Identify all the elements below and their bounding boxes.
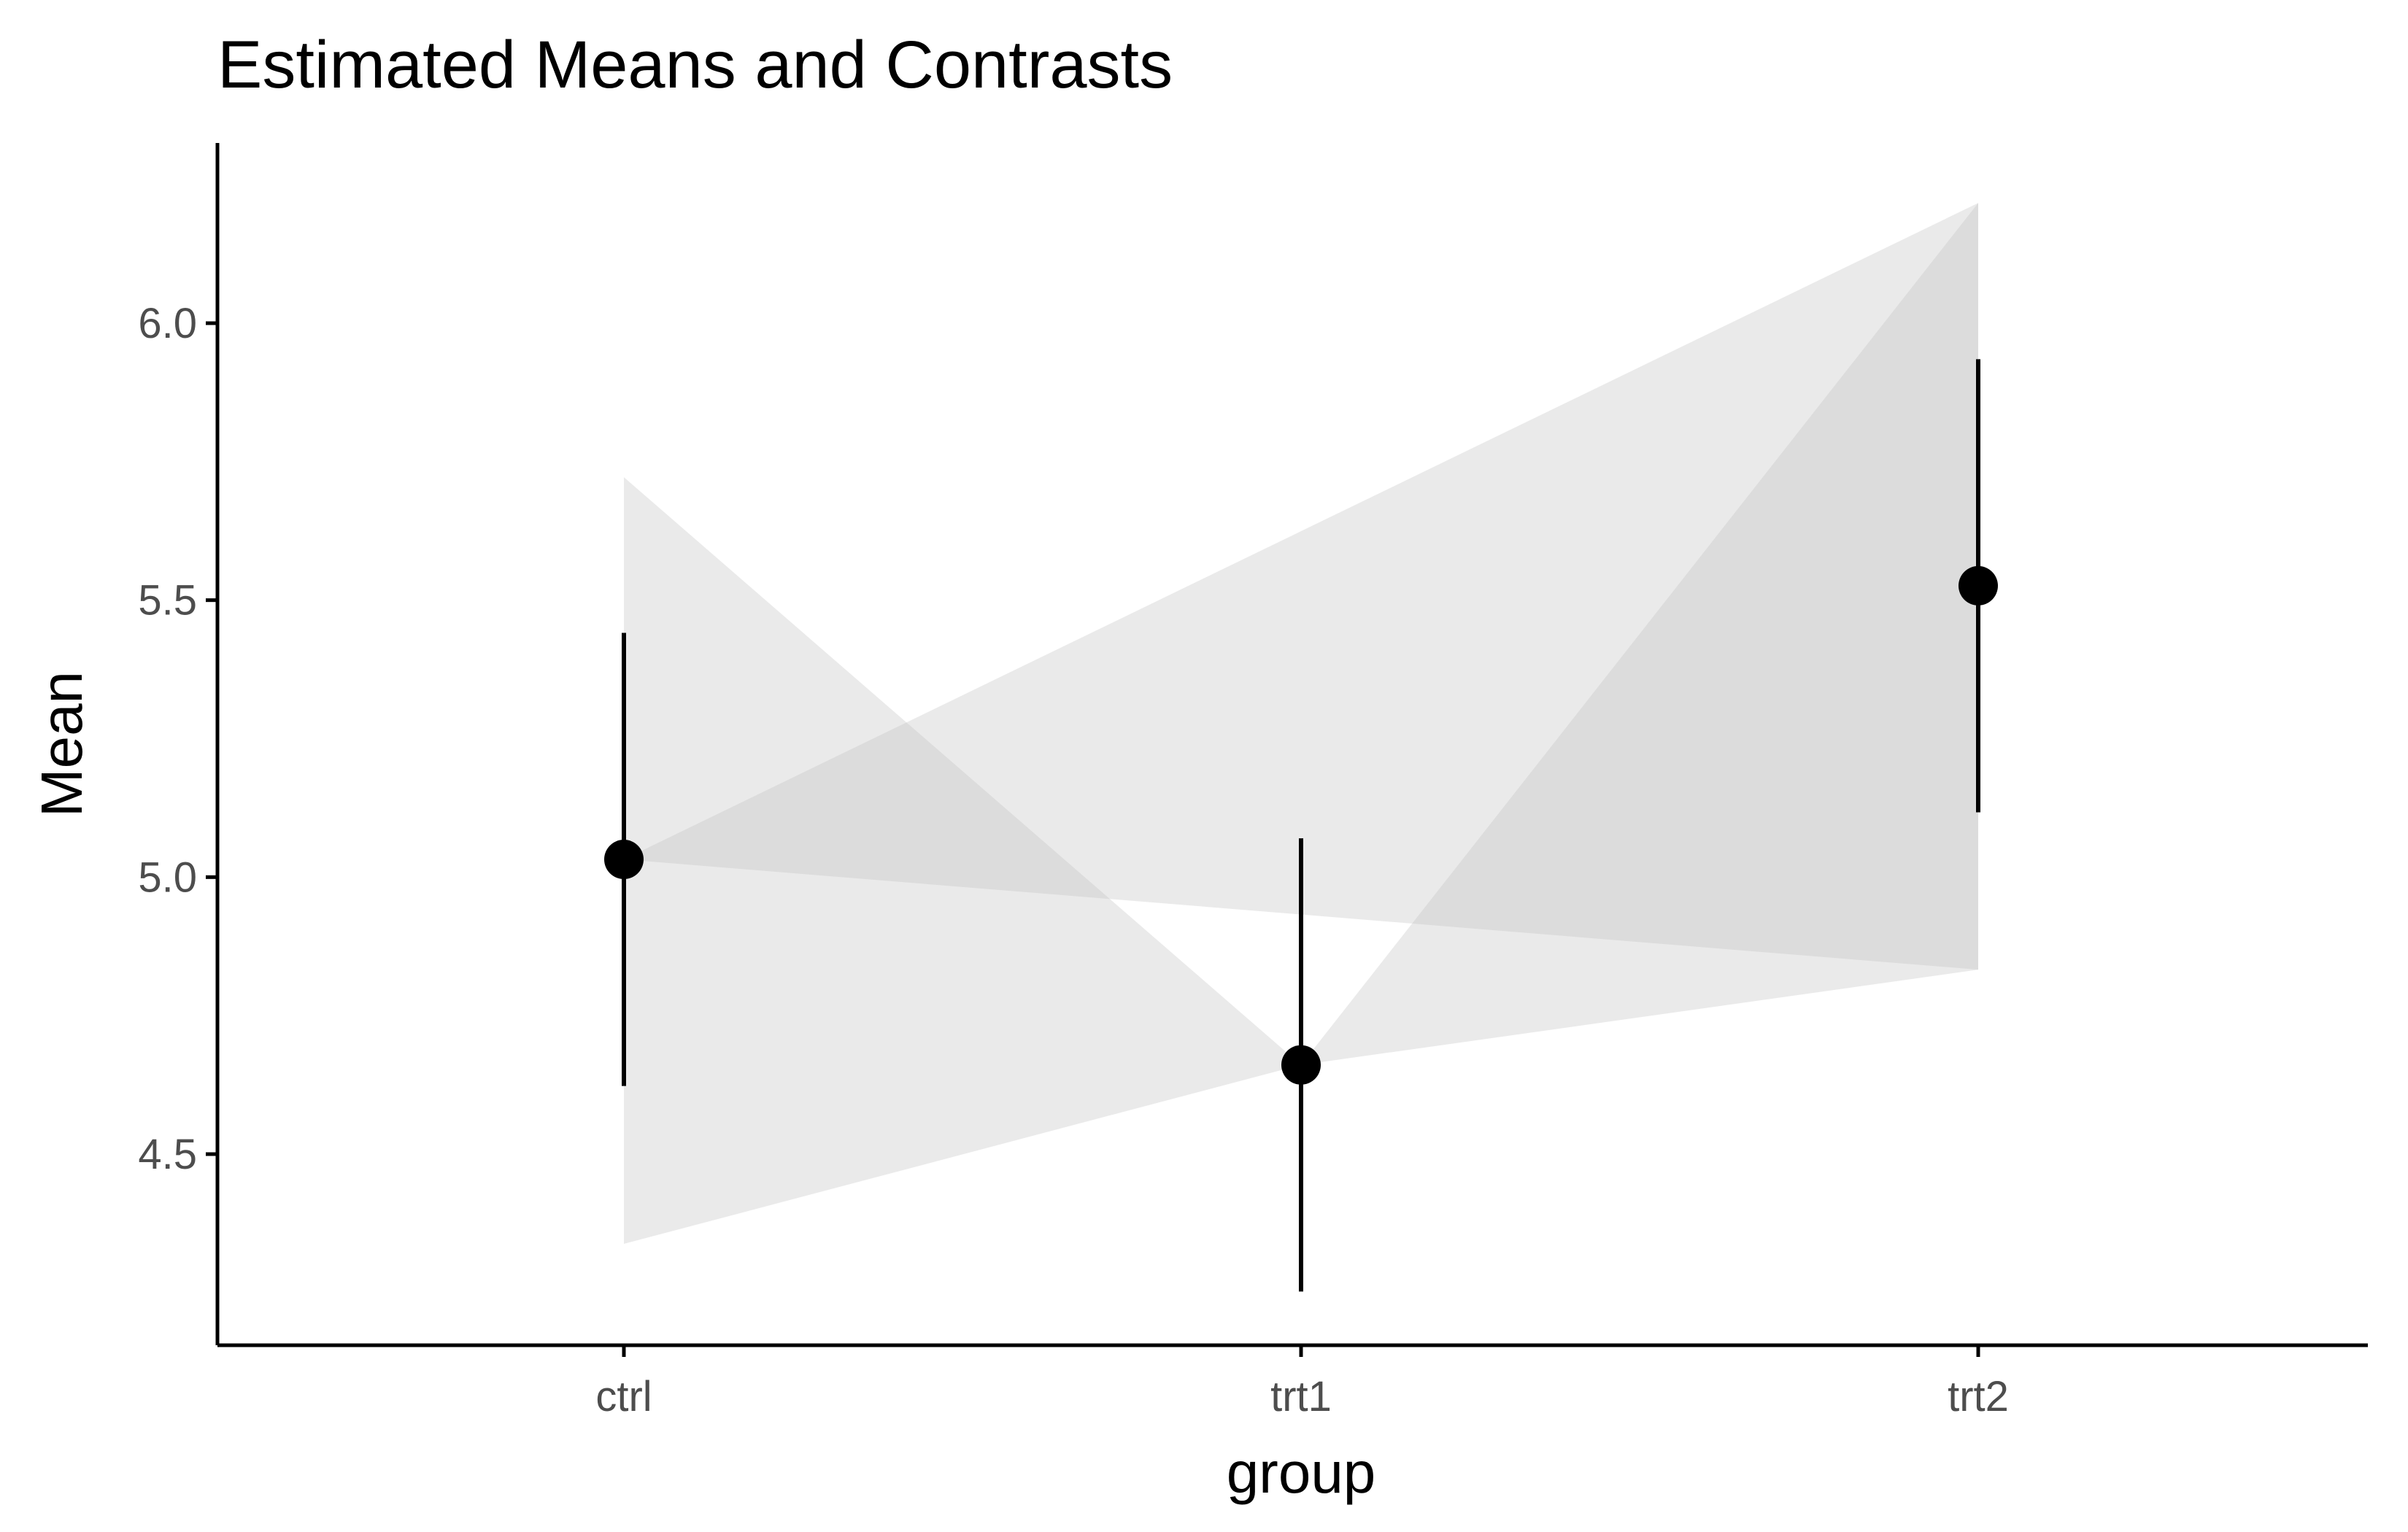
y-tick-label: 5.5 <box>138 577 197 624</box>
x-axis-title: group <box>1227 1440 1376 1505</box>
y-axis-ticks: 4.5 5.0 5.5 6.0 <box>138 300 217 1178</box>
y-axis-title: Mean <box>29 671 94 817</box>
y-tick-label: 4.5 <box>138 1131 197 1178</box>
x-tick-label: trt1 <box>1270 1373 1332 1420</box>
mean-point-trt2 <box>1959 565 1998 606</box>
x-tick-label: trt2 <box>1948 1373 2009 1420</box>
contrast-ribbon-ctrl-trt2 <box>624 203 1978 970</box>
x-tick-label: ctrl <box>595 1373 652 1420</box>
contrast-ribbon-ctrl-trt1 <box>624 477 1301 1245</box>
contrast-ribbons <box>624 203 1978 1245</box>
contrast-ribbon-trt1-trt2 <box>1301 203 1978 1065</box>
mean-point-trt1 <box>1281 1045 1321 1085</box>
mean-points <box>604 565 1998 1085</box>
x-axis-ticks: ctrl trt1 trt2 <box>595 1345 2009 1420</box>
y-tick-label: 5.0 <box>138 854 197 901</box>
y-tick-label: 6.0 <box>138 300 197 347</box>
chart-title: Estimated Means and Contrasts <box>217 28 1173 102</box>
mean-point-ctrl <box>604 840 644 880</box>
